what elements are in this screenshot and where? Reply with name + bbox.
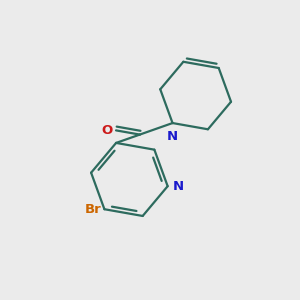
Text: N: N: [167, 130, 178, 142]
Text: N: N: [173, 180, 184, 193]
Text: O: O: [101, 124, 112, 137]
Text: Br: Br: [85, 203, 101, 216]
